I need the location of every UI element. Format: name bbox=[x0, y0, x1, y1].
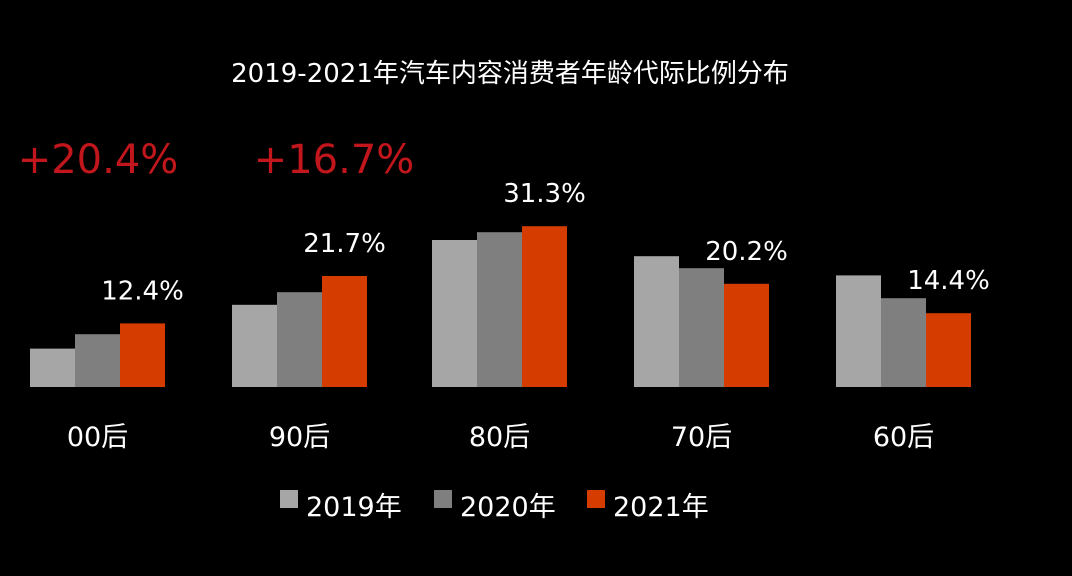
bar-5-series-2 bbox=[881, 298, 926, 387]
bar-3-series-1 bbox=[432, 240, 477, 387]
bars-group bbox=[30, 226, 971, 387]
bar-2-series-2 bbox=[277, 292, 322, 387]
data-labels-group: 12.4% 21.7% 31.3% 20.2% 14.4% bbox=[101, 179, 990, 306]
category-label-1: 00后 bbox=[67, 422, 128, 453]
bar-4-series-3 bbox=[724, 283, 769, 387]
data-label-5: 14.4% bbox=[907, 266, 990, 296]
data-label-3: 31.3% bbox=[503, 179, 586, 209]
legend-swatch-2 bbox=[434, 490, 452, 508]
legend-swatch-3 bbox=[587, 490, 605, 508]
category-label-3: 80后 bbox=[469, 422, 530, 453]
data-label-2: 21.7% bbox=[303, 229, 386, 259]
annotations-group: +20.4% +16.7% bbox=[18, 137, 415, 183]
legend-label-2: 2020年 bbox=[460, 492, 556, 523]
bar-1-series-3 bbox=[120, 323, 165, 387]
bar-5-series-3 bbox=[926, 313, 971, 387]
data-label-4: 20.2% bbox=[705, 237, 788, 267]
category-label-4: 70后 bbox=[671, 422, 732, 453]
bar-2-series-1 bbox=[232, 304, 277, 387]
growth-annotation-2: +16.7% bbox=[254, 137, 415, 183]
data-label-1: 12.4% bbox=[101, 276, 184, 306]
growth-annotation-1: +20.4% bbox=[18, 137, 179, 183]
legend-swatch-1 bbox=[280, 490, 298, 508]
bar-1-series-2 bbox=[75, 334, 120, 387]
category-labels-group: 00后 90后 80后 70后 60后 bbox=[67, 422, 934, 453]
legend: 2019年 2020年 2021年 bbox=[280, 490, 709, 523]
chart-title: 2019-2021年汽车内容消费者年龄代际比例分布 bbox=[231, 59, 789, 89]
bar-4-series-2 bbox=[679, 268, 724, 387]
category-label-2: 90后 bbox=[269, 422, 330, 453]
bar-3-series-2 bbox=[477, 232, 522, 387]
bar-3-series-3 bbox=[522, 226, 567, 387]
bar-2-series-3 bbox=[322, 276, 367, 387]
legend-label-1: 2019年 bbox=[306, 492, 402, 523]
bar-1-series-1 bbox=[30, 348, 75, 387]
category-label-5: 60后 bbox=[873, 422, 934, 453]
legend-label-3: 2021年 bbox=[613, 492, 709, 523]
bar-5-series-1 bbox=[836, 275, 881, 387]
bar-4-series-1 bbox=[634, 256, 679, 387]
